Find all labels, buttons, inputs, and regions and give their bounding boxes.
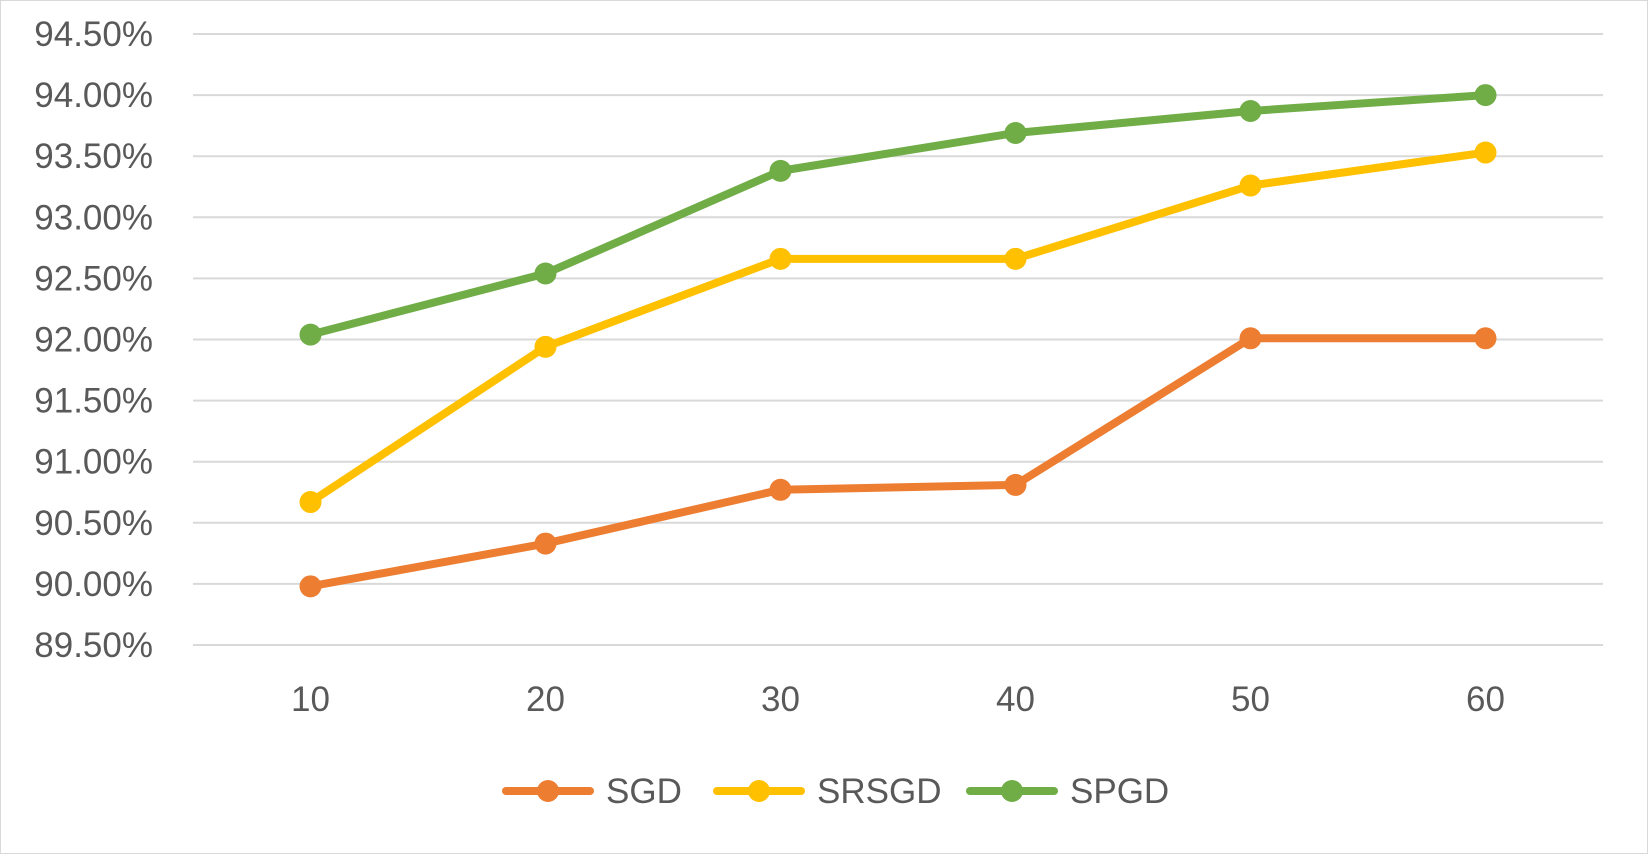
- y-axis-tick-labels: 89.50% 90.00% 90.50% 91.00% 91.50% 92.00% 92.5…: [34, 15, 153, 665]
- data-point-spgd: [534, 262, 557, 285]
- data-point-sgd: [534, 532, 557, 555]
- x-tick-label: 10: [291, 680, 330, 719]
- plot-series: [299, 84, 1497, 598]
- data-point-sgd: [769, 478, 792, 501]
- y-tick-label: 91.00%: [34, 443, 153, 482]
- y-tick-label: 92.50%: [34, 259, 153, 298]
- data-point-spgd: [1004, 121, 1027, 144]
- legend: SGD SRSGD SPGD: [502, 772, 1169, 811]
- series-line-spgd: [306, 91, 1490, 339]
- series-srsgd: [299, 141, 1497, 514]
- data-point-srsgd: [1004, 247, 1027, 270]
- legend-swatch-marker: [537, 780, 559, 802]
- y-tick-label: 93.00%: [34, 198, 153, 237]
- data-point-srsgd: [534, 335, 557, 358]
- data-point-spgd: [769, 159, 792, 182]
- legend-item-spgd: SPGD: [966, 772, 1169, 811]
- legend-item-srsgd: SRSGD: [713, 772, 941, 811]
- y-tick-label: 90.50%: [34, 504, 153, 543]
- data-point-sgd: [1239, 327, 1262, 350]
- y-tick-label: 93.50%: [34, 137, 153, 176]
- data-point-srsgd: [1474, 141, 1497, 164]
- y-tick-label: 91.50%: [34, 382, 153, 421]
- x-tick-label: 30: [761, 680, 800, 719]
- x-tick-label: 60: [1466, 680, 1505, 719]
- data-point-srsgd: [299, 491, 322, 514]
- y-tick-label: 90.00%: [34, 565, 153, 604]
- data-point-sgd: [299, 575, 322, 598]
- data-point-spgd: [299, 323, 322, 346]
- data-point-srsgd: [769, 247, 792, 270]
- x-tick-label: 20: [526, 680, 565, 719]
- y-tick-label: 92.00%: [34, 321, 153, 360]
- y-tick-label: 89.50%: [34, 626, 153, 665]
- legend-item-sgd: SGD: [502, 772, 682, 811]
- data-point-sgd: [1004, 473, 1027, 496]
- x-axis-tick-labels: 10 20 30 40 50 60: [291, 680, 1505, 719]
- y-tick-label: 94.50%: [34, 15, 153, 54]
- legend-label: SRSGD: [817, 772, 941, 811]
- series-line-srsgd: [306, 148, 1490, 507]
- series-line-sgd: [306, 334, 1490, 591]
- y-tick-label: 94.00%: [34, 76, 153, 115]
- data-point-srsgd: [1239, 174, 1262, 197]
- x-tick-label: 50: [1231, 680, 1270, 719]
- data-point-spgd: [1239, 99, 1262, 122]
- x-tick-label: 40: [996, 680, 1035, 719]
- legend-swatch-marker: [748, 780, 770, 802]
- series-spgd: [299, 84, 1497, 346]
- series-sgd: [299, 327, 1497, 598]
- legend-label: SGD: [606, 772, 682, 811]
- data-point-sgd: [1474, 327, 1497, 350]
- data-point-spgd: [1474, 84, 1497, 107]
- legend-label: SPGD: [1070, 772, 1169, 811]
- legend-swatch-marker: [1001, 780, 1023, 802]
- gridlines: [193, 33, 1603, 646]
